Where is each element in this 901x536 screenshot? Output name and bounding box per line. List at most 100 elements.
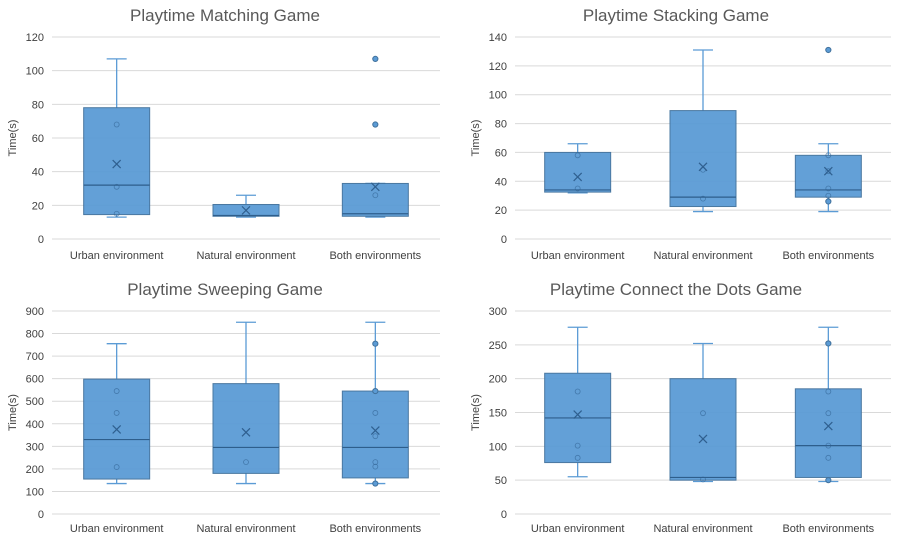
- box-iqr: [544, 151, 612, 193]
- y-tick-label: 120: [489, 61, 507, 73]
- y-axis-label: Time(s): [470, 394, 482, 431]
- y-tick-label: 0: [38, 509, 44, 521]
- box-iqr: [341, 390, 409, 479]
- category-label: Urban environment: [531, 250, 625, 262]
- category-label: Both environments: [329, 523, 421, 535]
- data-point: [113, 388, 120, 394]
- data-point: [825, 185, 832, 192]
- y-tick-label: 800: [26, 329, 44, 341]
- y-tick-label: 80: [32, 99, 44, 111]
- category-label: Natural environment: [653, 523, 752, 535]
- outlier-point: [372, 55, 379, 62]
- chart-panel-connect-dots: Playtime Connect the Dots Game 0 50 100 150 2…: [451, 268, 901, 536]
- data-point: [372, 410, 379, 416]
- outlier-point: [372, 480, 379, 487]
- y-tick-label: 60: [495, 147, 507, 159]
- data-point: [825, 168, 832, 175]
- y-tick-label: 300: [26, 441, 44, 453]
- data-point: [113, 183, 120, 190]
- outlier-point: [372, 340, 379, 347]
- mean-marker: [698, 434, 708, 444]
- y-tick-label: 20: [495, 205, 507, 217]
- box-iqr: [669, 110, 737, 208]
- chart-title: Playtime Connect the Dots Game: [550, 280, 802, 299]
- mean-marker: [112, 424, 122, 434]
- mean-marker: [698, 162, 708, 172]
- y-axis-label: Time(s): [7, 394, 19, 431]
- data-point: [825, 454, 832, 461]
- chart-panel-stacking: Playtime Stacking Game 0 20 40 60 80 100 120 140…: [451, 0, 901, 268]
- data-point: [574, 442, 581, 449]
- y-tick-label: 150: [489, 408, 507, 420]
- y-tick-label: 900: [26, 306, 44, 318]
- y-tick-label: 60: [32, 133, 44, 145]
- y-tick-label: 400: [26, 419, 44, 431]
- mean-marker: [823, 421, 833, 431]
- box-iqr: [341, 182, 409, 217]
- chart-svg-stacking: Playtime Stacking Game 0 20 40 60 80 100 120 140…: [470, 6, 891, 262]
- y-tick-label: 20: [32, 200, 44, 212]
- data-point: [574, 454, 581, 461]
- mean-marker: [573, 410, 583, 419]
- y-tick-label: 80: [495, 119, 507, 131]
- outlier-point: [825, 340, 832, 347]
- y-tick-label: 300: [489, 306, 507, 318]
- chart-svg-sweeping: Playtime Sweeping Game 0 100 200 300 400 500 60…: [7, 280, 440, 535]
- data-point: [700, 410, 706, 417]
- chart-title: Playtime Matching Game: [130, 6, 320, 25]
- mean-marker: [573, 172, 583, 182]
- y-tick-label: 600: [26, 374, 44, 386]
- category-label: Urban environment: [531, 523, 625, 535]
- data-point: [372, 459, 379, 466]
- category-label: Both environments: [782, 250, 874, 262]
- y-axis-label: Time(s): [7, 120, 19, 157]
- data-point: [574, 185, 581, 192]
- outlier-point: [372, 121, 379, 128]
- y-tick-label: 0: [501, 234, 507, 246]
- y-tick-label: 500: [26, 396, 44, 408]
- category-label: Natural environment: [653, 250, 752, 262]
- data-point: [243, 459, 249, 466]
- y-tick-label: 120: [26, 32, 44, 44]
- mean-marker: [370, 182, 380, 192]
- category-label: Both environments: [329, 250, 421, 262]
- box-iqr: [212, 383, 280, 474]
- y-tick-label: 250: [489, 340, 507, 352]
- data-point: [372, 192, 379, 199]
- y-axis-label: Time(s): [470, 120, 482, 157]
- data-point: [700, 195, 706, 202]
- chart-title: Playtime Sweeping Game: [127, 280, 323, 299]
- y-tick-label: 40: [32, 167, 44, 179]
- outlier-point: [825, 46, 832, 54]
- data-point: [113, 210, 120, 217]
- mean-marker: [823, 166, 833, 176]
- y-tick-label: 40: [495, 176, 507, 188]
- y-tick-label: 100: [26, 486, 44, 498]
- y-tick-label: 0: [38, 234, 44, 246]
- data-point: [574, 388, 581, 395]
- category-label: Both environments: [782, 523, 874, 535]
- y-tick-label: 200: [26, 464, 44, 476]
- mean-marker: [241, 205, 251, 215]
- chart-panel-matching: Playtime Matching Game 0 20 40 60 80 100 120 Tim…: [0, 0, 450, 268]
- data-point: [825, 192, 832, 199]
- y-tick-label: 200: [489, 374, 507, 386]
- y-tick-label: 100: [26, 66, 44, 78]
- chart-panel-sweeping: Playtime Sweeping Game 0 100 200 300 400 500 60…: [0, 268, 450, 536]
- outlier-point: [825, 198, 832, 205]
- chart-svg-connect-dots: Playtime Connect the Dots Game 0 50 100 150 2…: [470, 280, 891, 535]
- y-tick-label: 100: [489, 441, 507, 453]
- box-iqr: [669, 378, 737, 481]
- data-point: [574, 152, 581, 159]
- box-iqr: [794, 388, 862, 478]
- y-tick-label: 700: [26, 351, 44, 363]
- category-label: Natural environment: [196, 523, 295, 535]
- data-point: [825, 388, 832, 395]
- y-tick-label: 0: [501, 509, 507, 521]
- y-tick-label: 50: [495, 475, 507, 487]
- data-point: [825, 410, 832, 417]
- data-point: [372, 433, 379, 440]
- mean-marker: [241, 427, 251, 437]
- box-iqr: [83, 107, 151, 216]
- data-point: [825, 152, 832, 159]
